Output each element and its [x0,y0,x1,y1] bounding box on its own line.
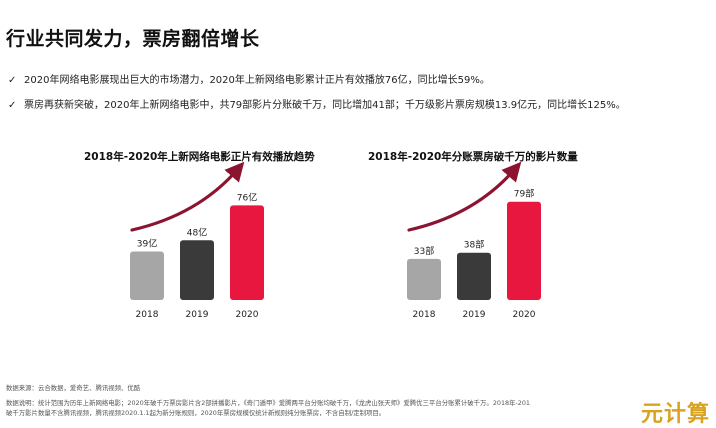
data-label-2020: 79部 [514,188,534,200]
trend-arrow [130,161,245,232]
bar-2020 [230,205,264,300]
data-label-2018: 39亿 [137,237,157,249]
bullet-text: 2020年网络电影展现出巨大的市场潜力，2020年上新网络电影累计正片有效播放7… [24,75,490,86]
data-label-2019: 48亿 [187,226,207,238]
chart-title-playback: 2018年-2020年上新网络电影正片有效播放趋势 [84,151,315,163]
x-tick-2018: 2018 [413,310,436,320]
bar-2020 [507,201,541,300]
footer-source: 数据来源：云合数据，爱奇艺、腾讯视频、优酷 [6,384,141,392]
bar-2019 [180,240,214,300]
check-icon: ✓ [8,100,17,111]
bar-2018 [130,251,164,300]
x-tick-2019: 2019 [463,310,486,320]
x-tick-2018: 2018 [136,310,159,320]
footer-note: 数据说明：统计范围为历年上新网络电影；2020年破千万票房影片含2部拼播影片，《… [6,399,530,407]
check-icon: ✓ [8,75,17,86]
x-tick-2019: 2019 [186,310,209,320]
chart-title-box-office: 2018年-2020年分账票房破千万的影片数量 [368,151,578,163]
watermark-logo: 元计算 [640,401,710,427]
bar-2018 [407,258,441,300]
footer-note-continued: 破千万影片数量不含腾讯视频，腾讯视频2020.1.1起为新分账规则，2020年票… [6,409,386,417]
x-tick-2020: 2020 [236,310,259,320]
chart-box-office: 33部 2018 38部 2019 79部 2020 [407,161,541,320]
page-title: 行业共同发力，票房翻倍增长 [6,28,260,50]
data-label-2018: 33部 [414,245,434,257]
bar-2019 [457,252,491,300]
chart-playback: 39亿 2018 48亿 2019 76亿 2020 [130,161,264,320]
bullet-item: ✓ 票房再获新突破，2020年上新网络电影中，共79部影片分账破千万，同比增加41… [8,96,626,111]
data-label-2020: 76亿 [237,191,257,203]
x-tick-2020: 2020 [513,310,536,320]
trend-arrow [407,161,522,232]
bullet-text: 票房再获新突破，2020年上新网络电影中，共79部影片分账破千万，同比增加41部… [24,100,626,111]
bullet-item: ✓ 2020年网络电影展现出巨大的市场潜力，2020年上新网络电影累计正片有效播放… [8,71,490,86]
data-label-2019: 38部 [464,239,484,251]
